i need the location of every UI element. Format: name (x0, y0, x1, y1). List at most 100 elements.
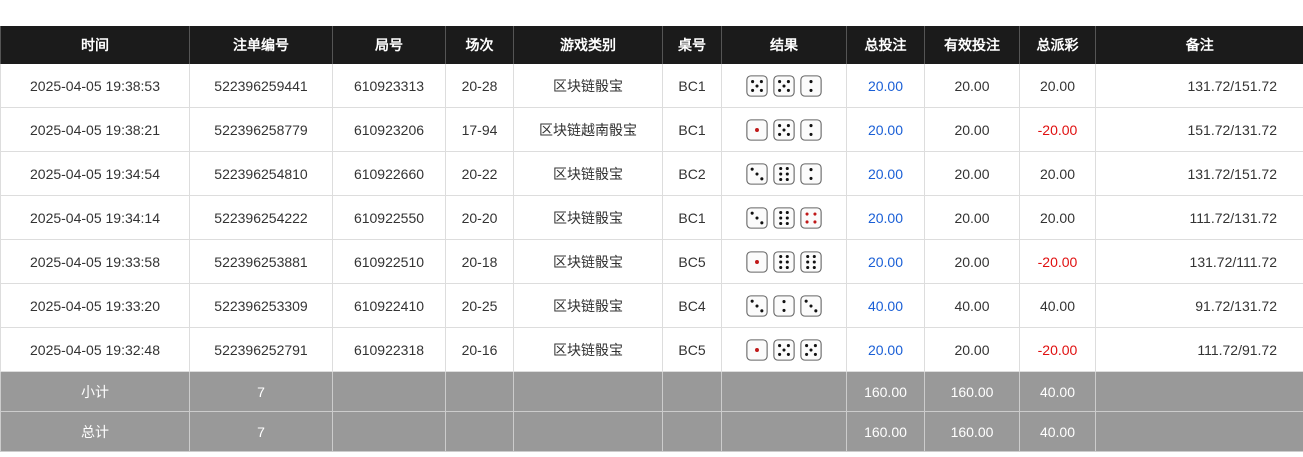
die-2-icon (800, 118, 822, 141)
die-1-icon (746, 118, 768, 141)
table-header: 时间 注单编号 局号 场次 游戏类别 桌号 结果 总投注 有效投注 总派彩 备注 (0, 26, 1303, 64)
valid-bet-cell: 40.00 (924, 283, 1020, 328)
die-3-icon (746, 206, 768, 229)
subtotal-row: 小计 7 160.00 160.00 40.00 (0, 371, 1303, 412)
dice-result (746, 162, 822, 185)
dice-result (746, 250, 822, 273)
payout-cell: 20.00 (1019, 64, 1096, 108)
die-6-icon (773, 162, 795, 185)
column-header: 桌号 (662, 26, 722, 64)
die-1-icon (746, 250, 768, 273)
total-bet-cell: 20.00 (846, 107, 925, 152)
die-5-icon (800, 338, 822, 361)
total-bet-cell: 20.00 (846, 239, 925, 284)
payout-cell: -20.00 (1019, 239, 1096, 284)
die-6-icon (773, 206, 795, 229)
table-cell: BC5 (662, 239, 722, 284)
total-label: 总计 (0, 411, 190, 452)
round-cell: 610922550 (332, 195, 446, 240)
game-type-cell: 区块链越南骰宝 (513, 107, 663, 152)
round-cell: 610922410 (332, 283, 446, 328)
table-cell: BC1 (662, 64, 722, 108)
total-row: 总计 7 160.00 160.00 40.00 (0, 411, 1303, 452)
column-header: 注单编号 (189, 26, 333, 64)
round-cell: 610923313 (332, 64, 446, 108)
game-type-cell: 区块链骰宝 (513, 239, 663, 284)
total-bet-cell: 40.00 (846, 283, 925, 328)
result-cell (721, 283, 847, 328)
total-bet-cell: 20.00 (846, 327, 925, 372)
bet-id-cell: 522396253881 (189, 239, 333, 284)
payout-cell: -20.00 (1019, 107, 1096, 152)
die-1-icon (746, 338, 768, 361)
session-cell: 20-25 (445, 283, 514, 328)
valid-bet-cell: 20.00 (924, 239, 1020, 284)
die-2-icon (773, 294, 795, 317)
table-row: 2025-04-05 19:33:20 522396253309 6109224… (0, 283, 1303, 328)
table-row: 2025-04-05 19:38:21 522396258779 6109232… (0, 107, 1303, 152)
table-row: 2025-04-05 19:34:54 522396254810 6109226… (0, 151, 1303, 196)
dice-result (746, 74, 822, 97)
valid-bet-cell: 20.00 (924, 327, 1020, 372)
time-cell: 2025-04-05 19:32:48 (0, 327, 190, 372)
die-5-icon (773, 338, 795, 361)
bet-history-table: 时间 注单编号 局号 场次 游戏类别 桌号 结果 总投注 有效投注 总派彩 备注 2025-04-0… (0, 26, 1303, 452)
payout-cell: 20.00 (1019, 195, 1096, 240)
table-row: 2025-04-05 19:34:14 522396254222 6109225… (0, 195, 1303, 240)
bet-id-cell: 522396259441 (189, 64, 333, 108)
result-cell (721, 327, 847, 372)
note-cell: 111.72/131.72 (1095, 195, 1303, 240)
bet-id-cell: 522396254222 (189, 195, 333, 240)
bet-id-cell: 522396258779 (189, 107, 333, 152)
round-cell: 610923206 (332, 107, 446, 152)
result-cell (721, 239, 847, 284)
table-row: 2025-04-05 19:32:48 522396252791 6109223… (0, 327, 1303, 372)
result-cell (721, 64, 847, 108)
time-cell: 2025-04-05 19:38:21 (0, 107, 190, 152)
die-4-icon (800, 206, 822, 229)
column-header: 游戏类别 (513, 26, 663, 64)
game-type-cell: 区块链骰宝 (513, 327, 663, 372)
session-cell: 20-16 (445, 327, 514, 372)
table-cell: BC5 (662, 327, 722, 372)
game-type-cell: 区块链骰宝 (513, 151, 663, 196)
session-cell: 20-20 (445, 195, 514, 240)
session-cell: 17-94 (445, 107, 514, 152)
column-header: 有效投注 (924, 26, 1020, 64)
payout-cell: -20.00 (1019, 327, 1096, 372)
die-6-icon (800, 250, 822, 273)
session-cell: 20-18 (445, 239, 514, 284)
session-cell: 20-28 (445, 64, 514, 108)
result-cell (721, 107, 847, 152)
subtotal-total-bet: 160.00 (846, 371, 925, 412)
session-cell: 20-22 (445, 151, 514, 196)
total-total-bet: 160.00 (846, 411, 925, 452)
valid-bet-cell: 20.00 (924, 64, 1020, 108)
die-5-icon (773, 118, 795, 141)
subtotal-label: 小计 (0, 371, 190, 412)
column-header: 结果 (721, 26, 847, 64)
table-cell: BC2 (662, 151, 722, 196)
note-cell: 131.72/111.72 (1095, 239, 1303, 284)
dice-result (746, 338, 822, 361)
total-bet-cell: 20.00 (846, 195, 925, 240)
time-cell: 2025-04-05 19:34:14 (0, 195, 190, 240)
table-row: 2025-04-05 19:33:58 522396253881 6109225… (0, 239, 1303, 284)
note-cell: 151.72/131.72 (1095, 107, 1303, 152)
game-type-cell: 区块链骰宝 (513, 283, 663, 328)
die-3-icon (800, 294, 822, 317)
die-5-icon (773, 74, 795, 97)
note-cell: 131.72/151.72 (1095, 151, 1303, 196)
dice-result (746, 118, 822, 141)
note-cell: 131.72/151.72 (1095, 64, 1303, 108)
die-2-icon (800, 74, 822, 97)
subtotal-count: 7 (189, 371, 333, 412)
subtotal-payout: 40.00 (1019, 371, 1096, 412)
die-6-icon (773, 250, 795, 273)
round-cell: 610922660 (332, 151, 446, 196)
column-header: 总派彩 (1019, 26, 1096, 64)
die-2-icon (800, 162, 822, 185)
result-cell (721, 151, 847, 196)
table-cell: BC4 (662, 283, 722, 328)
time-cell: 2025-04-05 19:34:54 (0, 151, 190, 196)
